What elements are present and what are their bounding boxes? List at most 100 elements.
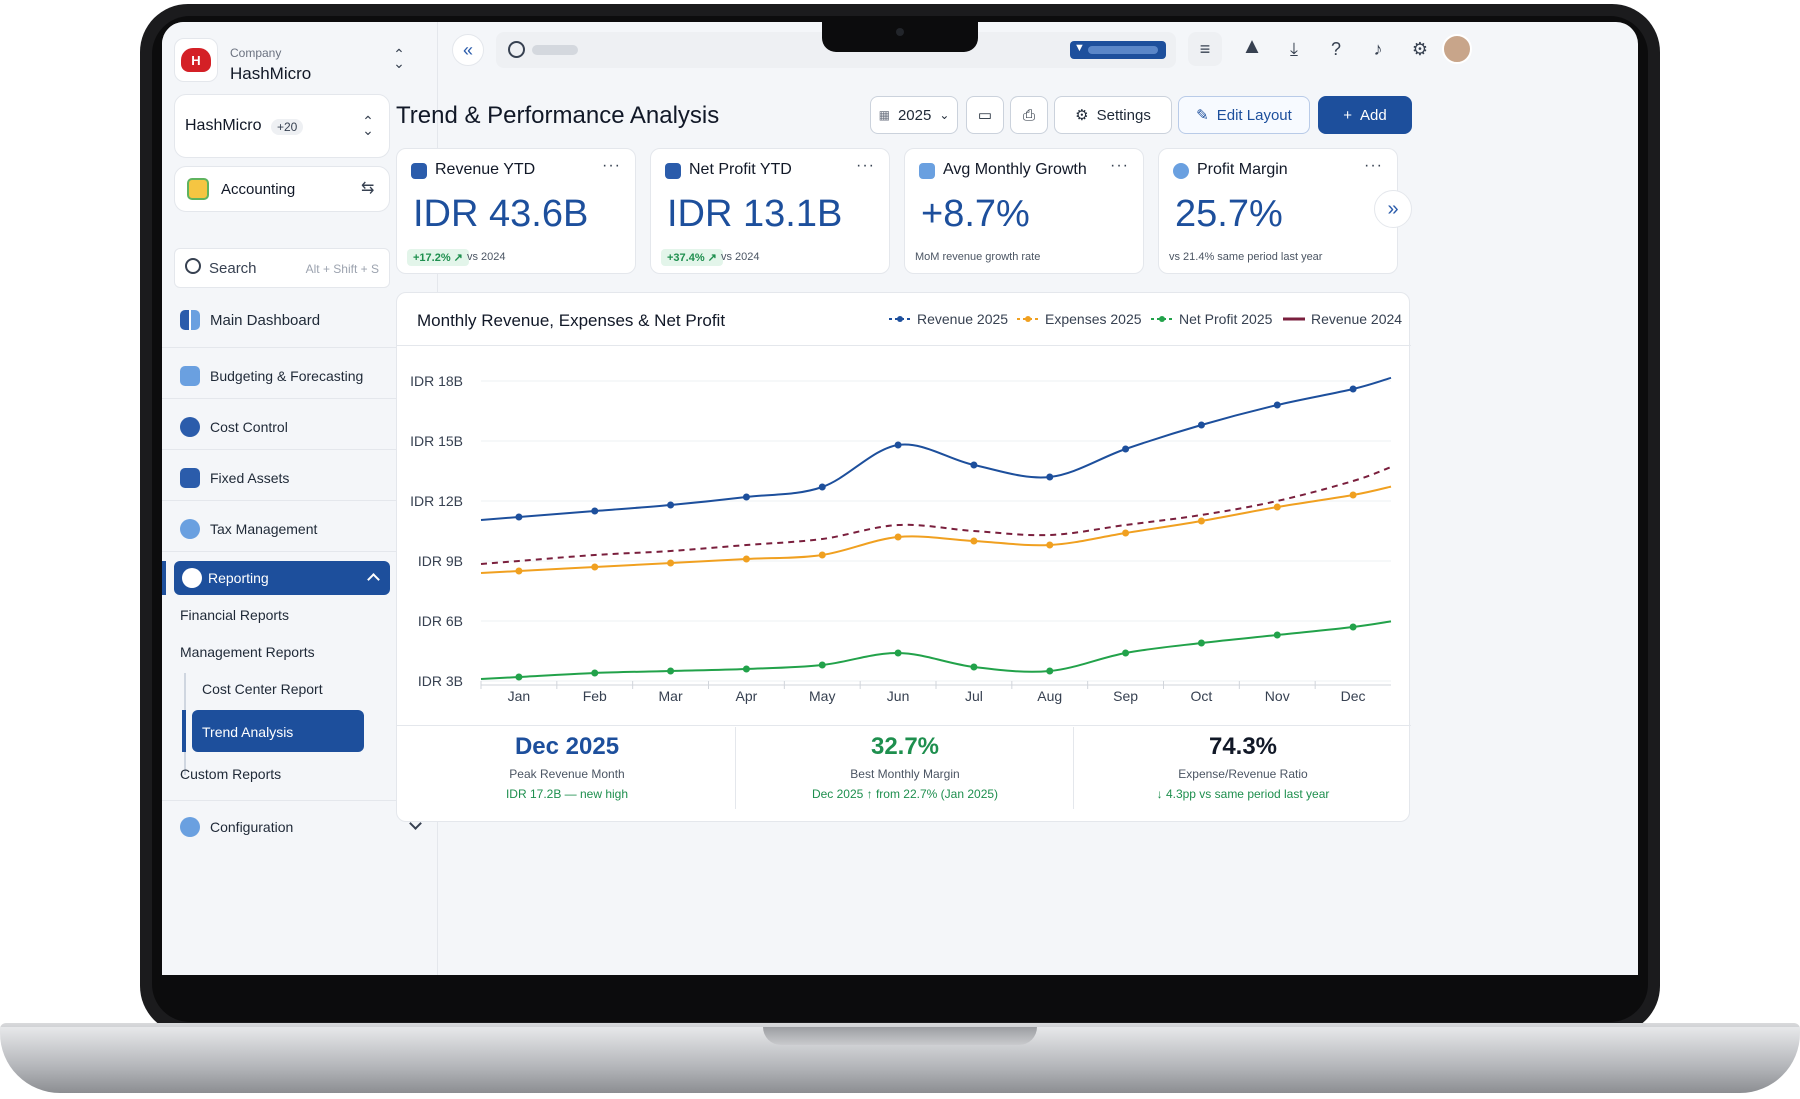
- data-point: [591, 563, 599, 571]
- series-line-expenses-2025: [480, 485, 1392, 574]
- settings-gear-icon[interactable]: ⚙: [1411, 38, 1429, 59]
- add-button[interactable]: + Add: [1318, 96, 1412, 134]
- download-icon[interactable]: ⤓: [1290, 38, 1298, 59]
- collapse-sidebar-icon[interactable]: «: [452, 34, 484, 66]
- series-line-revenue-2025: [480, 376, 1392, 521]
- x-tick-label: Feb: [583, 688, 607, 704]
- more-icon[interactable]: ···: [1364, 157, 1383, 174]
- camera-icon: [896, 28, 904, 36]
- kpi-subtext: vs 21.4% same period last year: [1169, 251, 1323, 263]
- data-point: [818, 551, 826, 559]
- chart-card: Monthly Revenue, Expenses & Net Profit R…: [396, 292, 1411, 822]
- data-point: [1122, 529, 1130, 537]
- x-tick-label: Aug: [1037, 688, 1062, 704]
- sidebar-search-placeholder: Search: [209, 260, 257, 277]
- avatar[interactable]: [1442, 34, 1472, 64]
- legend-revenue-2025[interactable]: Revenue 2025: [889, 311, 1008, 327]
- x-tick-label: May: [809, 688, 835, 704]
- legend-expenses-2025[interactable]: Expenses 2025: [1017, 311, 1142, 327]
- data-point: [742, 555, 750, 563]
- filter-icon: ▼: [1074, 42, 1085, 54]
- edit-layout-button[interactable]: ✎ Edit Layout: [1178, 96, 1310, 134]
- percent-icon: [180, 519, 200, 539]
- sidebar-subitem-financial-reports[interactable]: Financial Reports: [180, 607, 422, 623]
- data-point: [1349, 385, 1357, 393]
- series-line-revenue-2024: [480, 466, 1392, 565]
- company-logo: H: [174, 38, 218, 82]
- more-icon[interactable]: ···: [602, 157, 621, 174]
- legend-net-profit-2025[interactable]: Net Profit 2025: [1151, 311, 1272, 327]
- sidebar-item-configuration[interactable]: Configuration: [180, 817, 422, 837]
- y-tick-label: IDR 18B: [410, 373, 463, 389]
- x-tick-label: Oct: [1191, 688, 1213, 704]
- filter-chip[interactable]: ▼: [1070, 41, 1166, 59]
- sidebar-item-main-dashboard[interactable]: Main Dashboard: [180, 310, 420, 330]
- search-placeholder-bar: [532, 45, 578, 55]
- wizard-hat-icon[interactable]: ▲: [1241, 33, 1263, 58]
- x-tick-label: Sep: [1113, 688, 1138, 704]
- data-point: [894, 533, 902, 541]
- search-shortcut: Alt + Shift + S: [305, 262, 379, 276]
- company-name: HashMicro: [230, 64, 312, 83]
- data-point: [970, 461, 978, 469]
- summary-best-margin: 32.7% Best Monthly Margin Dec 2025 ↑ fro…: [811, 733, 999, 801]
- app-screen: H Company HashMicro ⌃ ⌄ HashMicro +20 ⌃ ⌄ …: [162, 22, 1638, 975]
- data-point: [667, 667, 675, 675]
- sidebar-item-budgeting[interactable]: Budgeting & Forecasting: [180, 366, 422, 386]
- data-point: [1273, 631, 1281, 639]
- chart-title: Monthly Revenue, Expenses & Net Profit: [417, 311, 726, 330]
- year-select[interactable]: ▦ 2025 ⌄: [870, 96, 958, 134]
- swap-icon: ⇆: [361, 180, 375, 197]
- workspace-count-badge: +20: [271, 119, 304, 135]
- data-point: [818, 483, 826, 491]
- sidebar-subitem-management-reports[interactable]: Management Reports: [180, 644, 422, 662]
- pie-icon: [1173, 163, 1189, 179]
- legend-revenue-2024[interactable]: Revenue 2024: [1283, 311, 1403, 327]
- sidebar-subitem-custom-reports[interactable]: Custom Reports: [180, 766, 422, 782]
- workspace-selector[interactable]: HashMicro +20 ⌃ ⌄: [174, 94, 390, 158]
- data-point: [667, 501, 675, 509]
- calendar-icon: ▦: [878, 108, 890, 122]
- kpi-card-net-profit-ytd: Net Profit YTD ··· IDR 13.1B +37.4% ↗ vs…: [650, 148, 890, 274]
- workspace-chevron-icon: ⌃ ⌄: [362, 113, 374, 138]
- bell-icon[interactable]: ♪: [1373, 38, 1383, 59]
- sidebar-item-cost-control[interactable]: Cost Control: [180, 417, 422, 437]
- coins-icon: [180, 417, 200, 437]
- settings-button[interactable]: ⚙ Settings: [1054, 96, 1172, 134]
- box-icon: [180, 468, 200, 488]
- present-icon[interactable]: ▭: [966, 96, 1004, 134]
- sidebar-item-reporting[interactable]: Reporting: [174, 561, 390, 595]
- data-point: [515, 513, 523, 521]
- more-icon[interactable]: ···: [1110, 157, 1129, 174]
- help-icon[interactable]: ?: [1330, 38, 1341, 59]
- data-point: [1197, 517, 1205, 525]
- carousel-next-icon[interactable]: »: [1374, 190, 1412, 228]
- y-tick-label: IDR 3B: [418, 673, 463, 689]
- sidebar-item-tax-management[interactable]: Tax Management: [180, 519, 422, 539]
- sliders-icon[interactable]: ≡: [1188, 32, 1222, 66]
- kpi-subtext: vs 2024: [721, 251, 760, 263]
- search-icon: [185, 258, 201, 274]
- kpi-card-avg-growth: Avg Monthly Growth ··· +8.7% MoM revenue…: [904, 148, 1144, 274]
- chevron-down-icon: ⌄: [939, 108, 950, 122]
- summary-peak-revenue: Dec 2025 Peak Revenue Month IDR 17.2B — …: [505, 733, 629, 801]
- data-point: [742, 665, 750, 673]
- sidebar-search[interactable]: Search Alt + Shift + S: [174, 248, 390, 288]
- sidebar-subitem-trend-analysis[interactable]: Trend Analysis: [192, 710, 364, 752]
- kpi-card-revenue-ytd: Revenue YTD ··· IDR 43.6B +17.2% ↗ vs 20…: [396, 148, 636, 274]
- sidebar-subitem-cost-center[interactable]: Cost Center Report: [202, 681, 323, 697]
- more-icon[interactable]: ···: [856, 157, 875, 174]
- module-selector[interactable]: Accounting ⇆: [174, 166, 390, 212]
- topbar: « ▼ ≡ ▲ ⤓ ? ♪ ⚙: [438, 22, 1638, 82]
- data-point: [1122, 445, 1130, 453]
- sidebar: H Company HashMicro ⌃ ⌄ HashMicro +20 ⌃ ⌄ …: [162, 22, 438, 975]
- company-switch-icon[interactable]: ⌃ ⌄: [393, 46, 405, 71]
- pie-icon: [182, 568, 202, 588]
- sidebar-item-fixed-assets[interactable]: Fixed Assets: [180, 468, 422, 488]
- company-label: Company: [230, 46, 282, 60]
- pencil-icon: ✎: [1196, 107, 1209, 124]
- x-tick-label: Nov: [1265, 688, 1290, 704]
- data-point: [1273, 503, 1281, 511]
- print-icon[interactable]: ⎙: [1010, 96, 1048, 134]
- kpi-subtext: vs 2024: [467, 251, 506, 263]
